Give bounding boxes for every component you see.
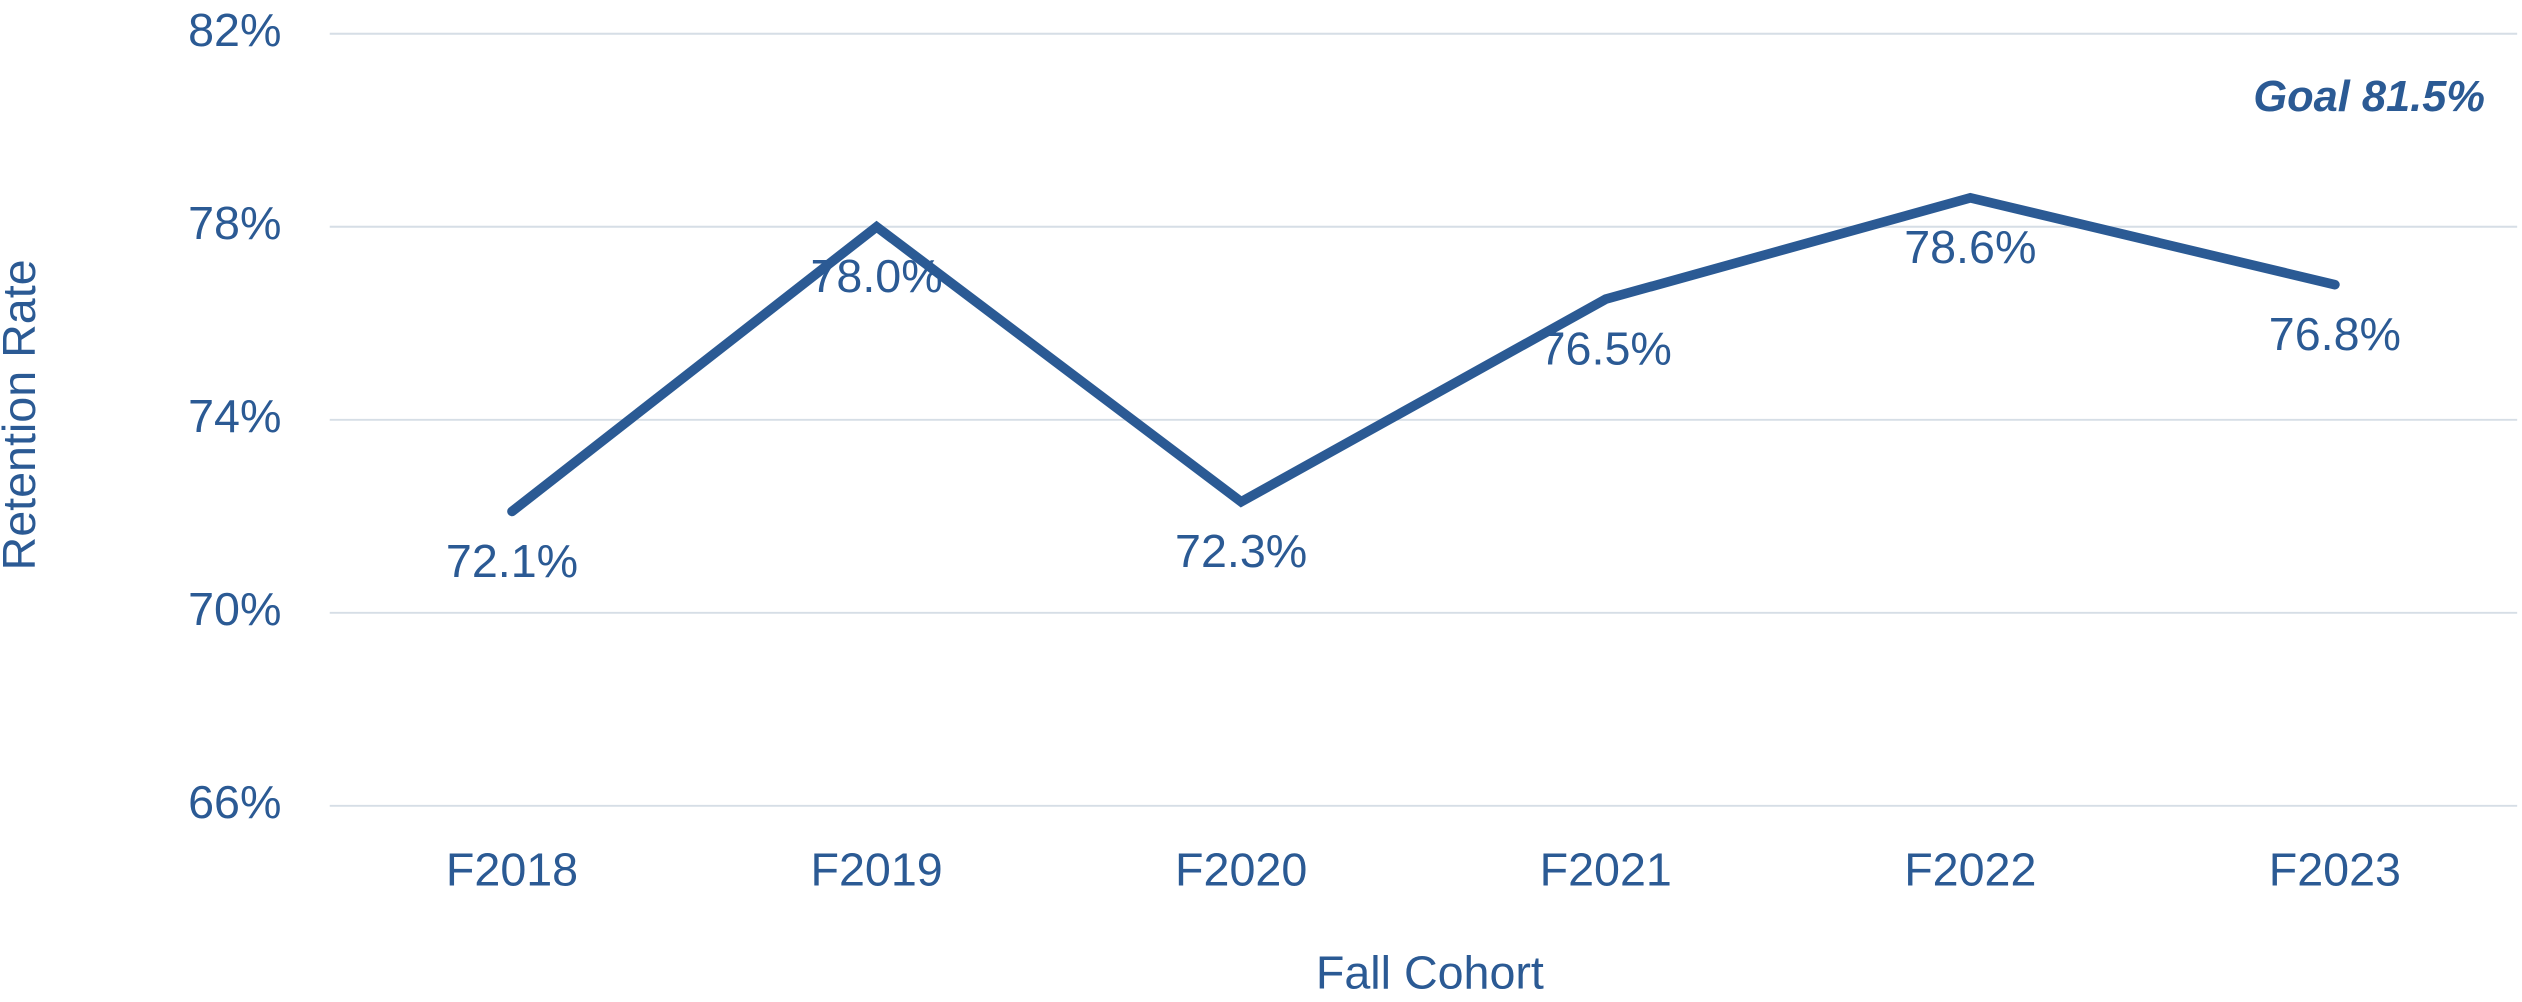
y-tick-label: 78% <box>188 197 281 249</box>
data-label: 72.3% <box>1175 525 1307 577</box>
x-axis-title: Fall Cohort <box>1316 947 1544 999</box>
y-tick-label: 70% <box>188 583 281 635</box>
y-axis-title: Retention Rate <box>0 259 45 570</box>
data-label: 76.5% <box>1540 323 1672 375</box>
x-tick-label: F2018 <box>446 844 578 896</box>
x-tick-label: F2021 <box>1540 844 1672 896</box>
x-tick-label: F2020 <box>1175 844 1307 896</box>
y-tick-label: 74% <box>188 390 281 442</box>
y-tick-label: 66% <box>188 776 281 828</box>
y-tick-label: 82% <box>188 4 281 56</box>
x-tick-label: F2023 <box>2269 844 2401 896</box>
data-label: 78.6% <box>1904 221 2036 273</box>
data-label: 78.0% <box>810 250 942 302</box>
x-tick-label: F2022 <box>1904 844 2036 896</box>
data-line <box>507 192 2340 517</box>
goal-annotation: Goal 81.5% <box>2253 73 2485 121</box>
data-label: 72.1% <box>446 535 578 587</box>
data-label: 76.8% <box>2269 308 2401 360</box>
x-tick-label: F2019 <box>810 844 942 896</box>
